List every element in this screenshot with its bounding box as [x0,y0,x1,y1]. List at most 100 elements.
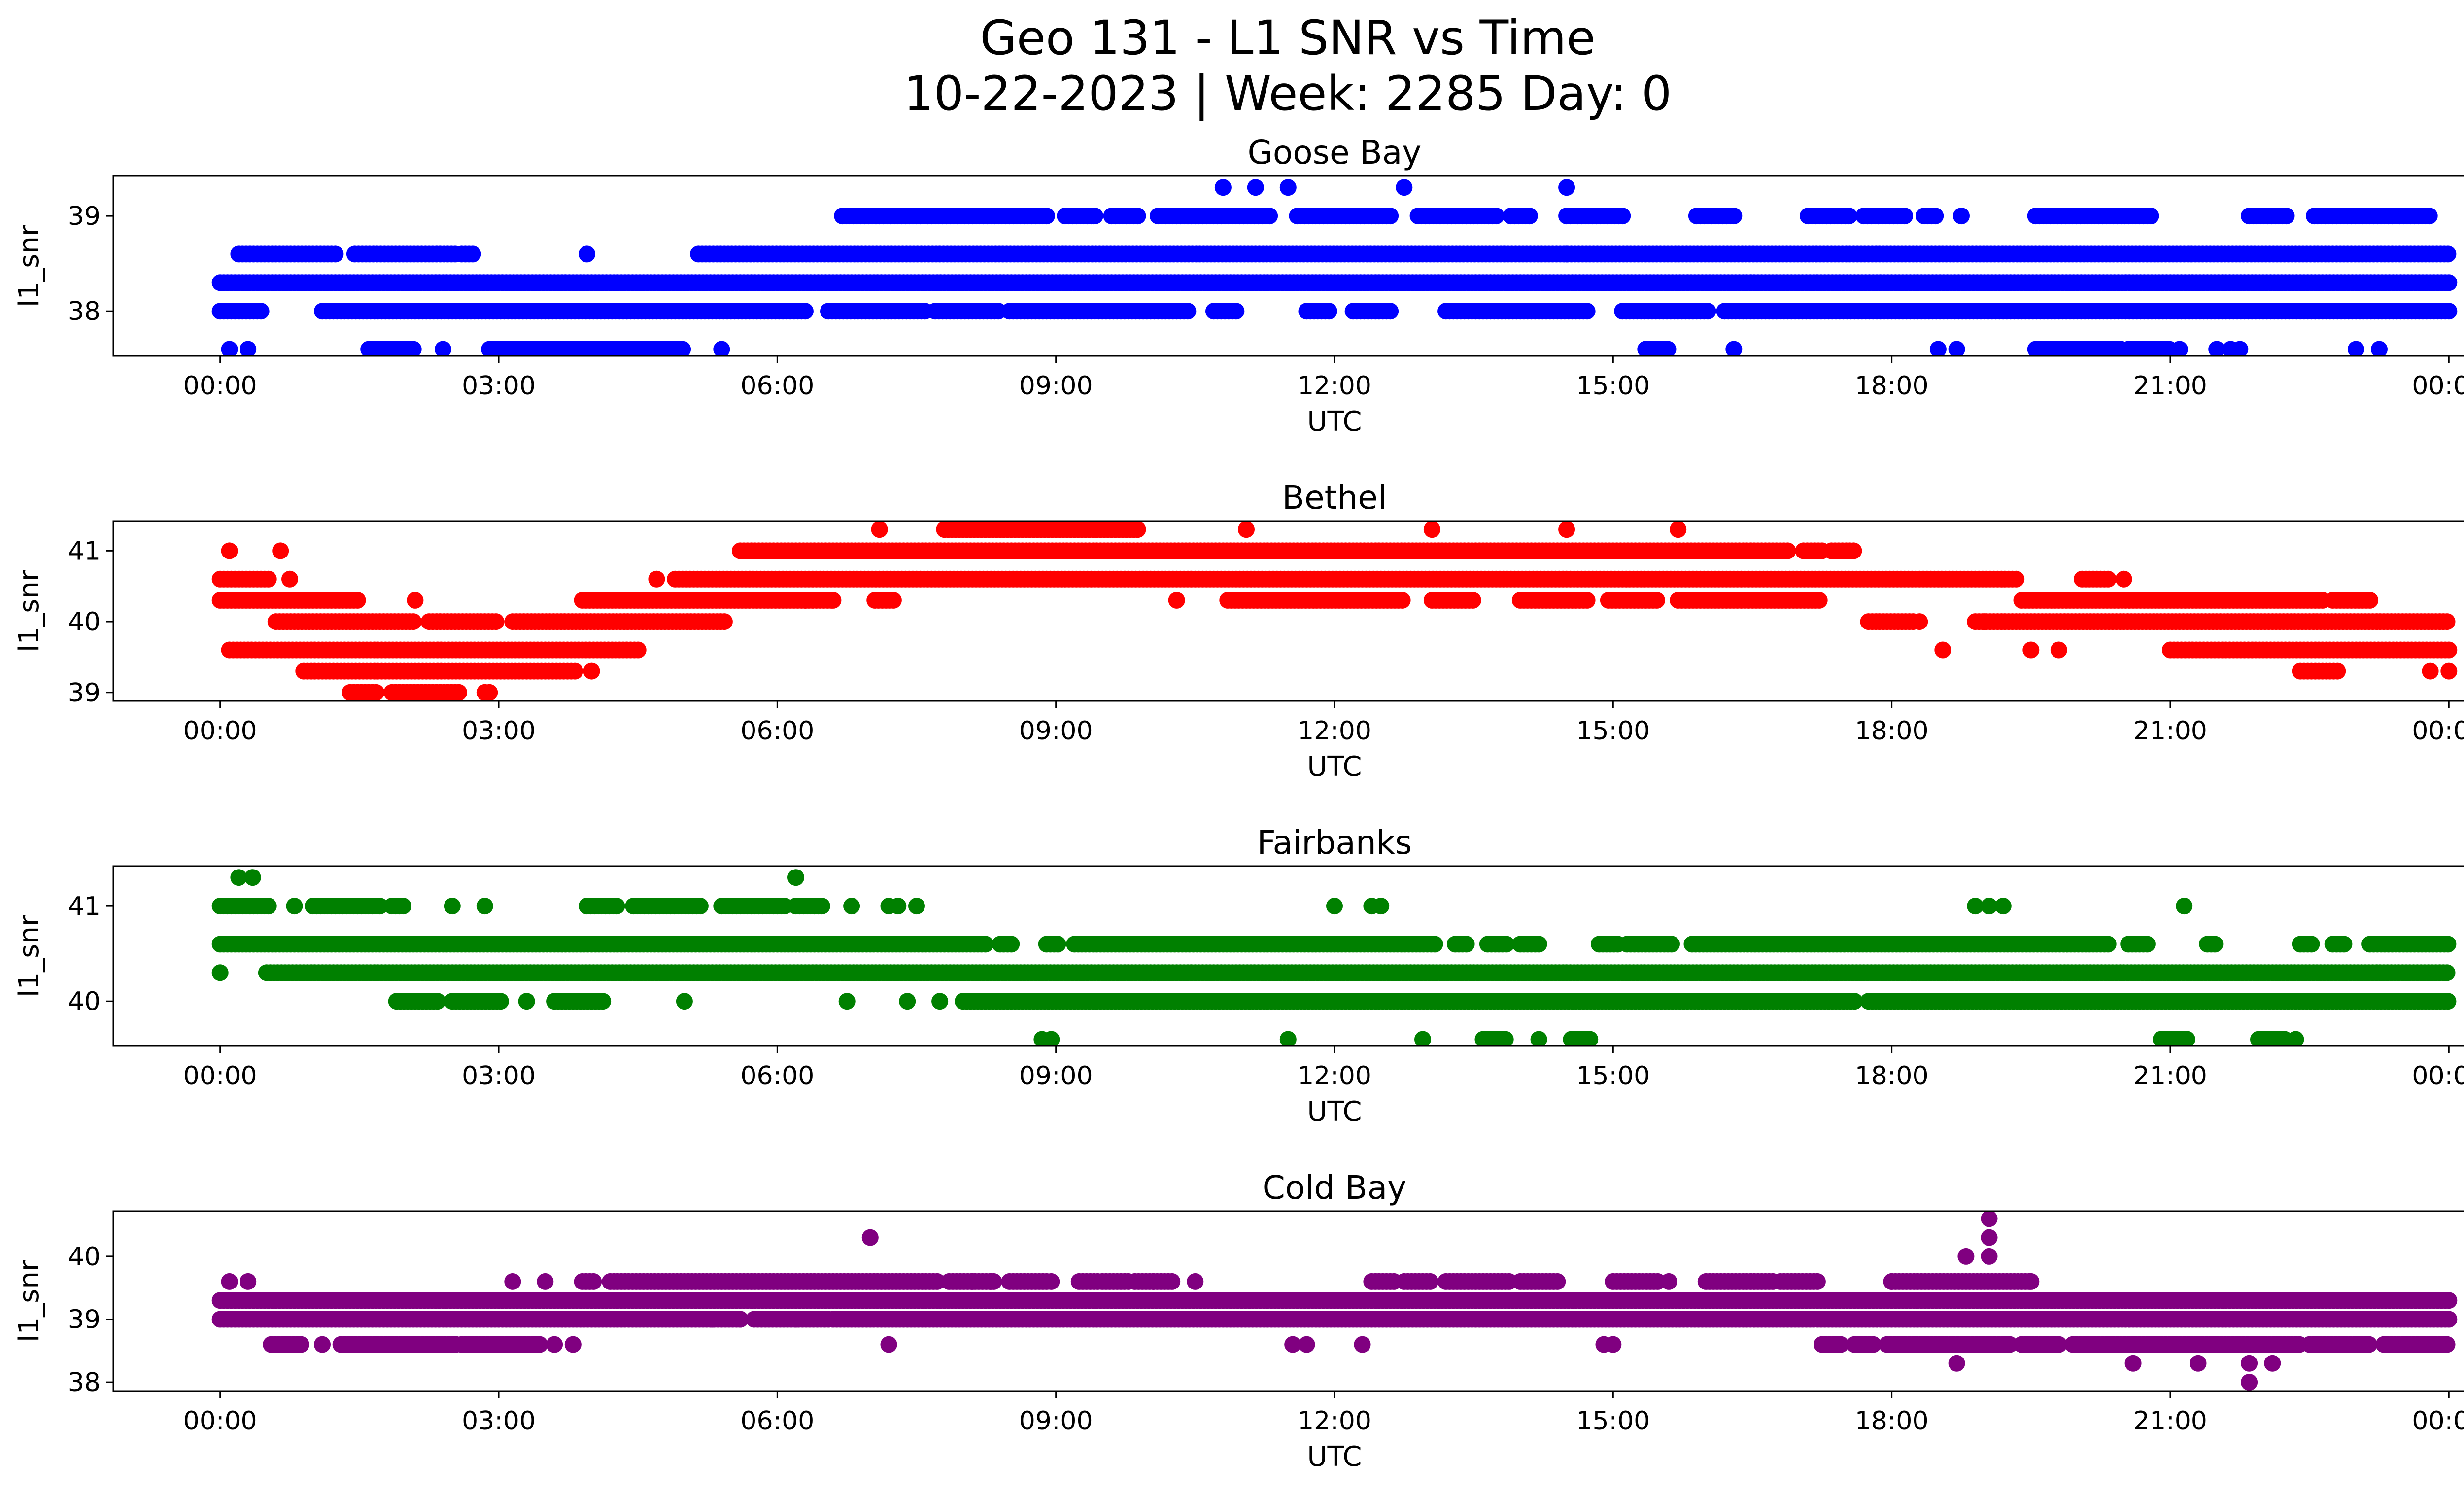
y-axis-label: l1_snr [13,224,45,307]
data-point [1930,341,1947,358]
data-point [405,613,422,630]
data-point [716,613,733,630]
data-point [407,592,423,609]
data-point [1396,179,1412,196]
data-point [2439,964,2456,981]
x-tick-label: 00:00 [183,716,257,746]
data-point [713,341,730,358]
data-point [1670,521,1686,538]
data-point [2142,208,2159,224]
data-point [648,571,665,588]
data-point [1531,936,1547,952]
data-point [2439,245,2456,262]
x-tick-label: 00:00 [183,371,257,401]
data-point [1780,542,1796,559]
x-tick-label: 21:00 [2133,371,2207,401]
data-point [1238,521,1255,538]
data-point [2100,571,2117,588]
y-tick-label: 41 [68,536,101,566]
data-point [797,592,814,609]
data-point [1521,208,1538,224]
data-point [1949,341,1965,358]
data-point [2371,341,2388,358]
data-point [1911,613,1928,630]
data-point [272,542,289,559]
x-axis-label: UTC [1307,406,1362,438]
data-point [1579,303,1596,319]
data-point [2303,936,2320,952]
data-point [1228,303,1244,319]
data-point [327,245,343,262]
data-point [240,341,256,358]
data-point [1700,303,1716,319]
data-point [1660,341,1677,358]
data-point [2361,592,2378,609]
data-point [2440,663,2457,680]
data-point [2116,571,2132,588]
x-tick-label: 15:00 [1576,371,1650,401]
data-point [2440,274,2457,291]
data-point [1934,642,1951,659]
data-point [1579,592,1596,609]
data-point [1953,208,1970,224]
data-point [1003,936,1020,952]
data-point [1179,303,1196,319]
data-point [1558,179,1575,196]
data-point [1927,208,1944,224]
data-point [1394,592,1411,609]
data-point [1382,208,1399,224]
x-tick-label: 03:00 [462,371,536,401]
data-point [1896,208,1913,224]
data-point [977,936,994,952]
data-point [594,993,611,1010]
data-point [1558,521,1575,538]
data-point [2440,303,2457,319]
data-point [567,663,583,680]
x-tick-label: 12:00 [1298,716,1371,746]
data-point [1129,521,1146,538]
x-tick-label: 15:00 [1576,716,1650,746]
data-point [2422,663,2439,680]
x-tick-label: 18:00 [1855,716,1929,746]
data-point [583,663,600,680]
data-point [1465,592,1481,609]
x-axis-label: UTC [1307,751,1362,783]
data-point [2440,642,2457,659]
data-point [2439,936,2456,952]
subplot-title: Goose Bay [1248,134,1422,172]
data-point [1085,208,1101,224]
data-point [797,303,814,319]
data-point [1215,179,1232,196]
data-point [487,613,504,630]
data-point [349,592,366,609]
data-point [885,592,902,609]
data-point [2051,642,2067,659]
y-tick-label: 39 [68,202,101,231]
data-point [2008,571,2024,588]
x-tick-label: 09:00 [1019,716,1093,746]
data-point [824,592,841,609]
x-tick-label: 09:00 [1019,371,1093,401]
data-point [464,245,481,262]
x-tick-label: 18:00 [1855,371,1929,401]
figure-title-line2: 10-22-2023 | Week: 2285 Day: 0 [904,66,1672,122]
data-point [674,341,691,358]
data-point [1648,592,1665,609]
x-tick-label: 21:00 [2133,716,2207,746]
data-point [1321,303,1337,319]
x-tick-label: 06:00 [740,716,814,746]
data-point [2139,936,2156,952]
data-point [2100,936,2117,952]
data-point [1488,208,1505,224]
data-point [579,245,595,262]
data-point [1424,521,1440,538]
data-point [481,684,498,701]
y-axis-label: l1_snr [13,569,45,652]
data-point [405,341,422,358]
data-point [429,993,446,1010]
data-point [1558,245,1575,262]
data-point [2335,936,2352,952]
y-tick-label: 39 [68,678,101,708]
